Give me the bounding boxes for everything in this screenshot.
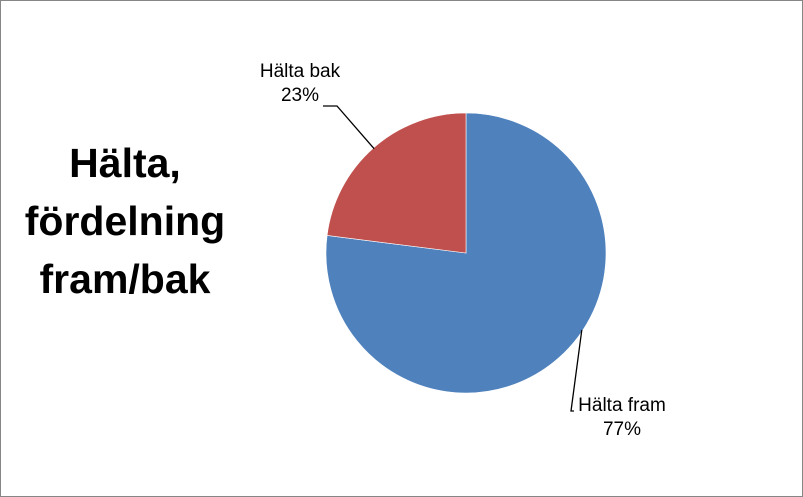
data-label-halta-fram-percent: 77%	[602, 419, 642, 440]
data-label-halta-fram: Hälta fram 77%	[556, 394, 688, 442]
chart-title-line-3: fram/bak	[39, 256, 211, 302]
chart-title-line-2: fördelning	[24, 198, 226, 244]
chart-title-line-1: Hälta,	[69, 140, 181, 186]
data-label-halta-fram-name: Hälta fram	[578, 395, 666, 416]
pie-slice-h-lta-bak	[326, 112, 467, 254]
data-label-halta-bak: Hälta bak 23%	[238, 60, 362, 108]
pie-slice-h-lta-fram	[325, 112, 607, 394]
data-label-halta-bak-name: Hälta bak	[259, 61, 341, 82]
leader-line-halta-bak	[323, 105, 375, 150]
chart-title: Hälta, fördelning fram/bak	[10, 134, 240, 308]
data-label-halta-bak-percent: 23%	[280, 85, 320, 106]
pie-slices	[325, 112, 607, 394]
leader-line-halta-fram	[570, 329, 583, 412]
leader-lines	[323, 105, 583, 412]
